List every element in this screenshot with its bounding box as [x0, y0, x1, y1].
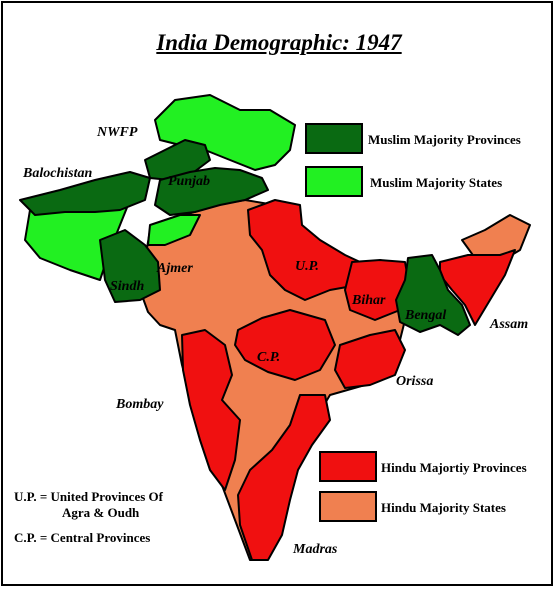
- label-sindh: Sindh: [110, 279, 144, 294]
- label-cp: C.P.: [257, 350, 280, 365]
- region-bengal: [395, 254, 471, 336]
- label-balochistan: Balochistan: [22, 166, 92, 181]
- note-up-line2: Agra & Oudh: [62, 505, 140, 520]
- label-bombay: Bombay: [115, 397, 164, 412]
- region-bombay: [181, 329, 241, 491]
- region-cp: [234, 309, 336, 381]
- region-punjab: [154, 167, 269, 216]
- legend-swatch-hindu-states: [319, 491, 377, 522]
- region-sindh: [99, 229, 161, 303]
- legend-label-hindu-provinces: Hindu Majortiy Provinces: [381, 460, 527, 475]
- region-madras: [237, 394, 331, 561]
- note-cp: C.P. = Central Provinces: [14, 530, 151, 545]
- label-up: U.P.: [295, 259, 319, 274]
- map-title: India Demographic: 1947: [156, 30, 402, 55]
- note-up-line1: U.P. = United Provinces Of: [14, 489, 163, 504]
- legend: Muslim Majority Provinces Muslim Majorit…: [305, 123, 527, 522]
- legend-label-hindu-states: Hindu Majority States: [381, 500, 506, 515]
- label-orissa: Orissa: [396, 374, 433, 389]
- legend-label-muslim-provinces: Muslim Majority Provinces: [368, 132, 521, 147]
- label-punjab: Punjab: [168, 174, 210, 189]
- legend-swatch-hindu-provinces: [319, 451, 377, 482]
- region-balochistan: [19, 171, 151, 216]
- region-assam: [439, 249, 516, 326]
- label-bengal: Bengal: [404, 308, 446, 323]
- region-muslim-states-bahawalpur: [147, 214, 201, 246]
- region-orissa: [334, 329, 406, 389]
- label-bihar: Bihar: [351, 293, 386, 308]
- legend-label-muslim-states: Muslim Majority States: [370, 175, 502, 190]
- legend-swatch-muslim-states: [305, 166, 363, 197]
- label-assam: Assam: [489, 317, 528, 332]
- legend-swatch-muslim-provinces: [305, 123, 363, 154]
- label-madras: Madras: [292, 542, 338, 557]
- label-ajmer: Ajmer: [156, 261, 193, 276]
- region-nwfp: [144, 139, 211, 181]
- label-nwfp: NWFP: [96, 125, 138, 140]
